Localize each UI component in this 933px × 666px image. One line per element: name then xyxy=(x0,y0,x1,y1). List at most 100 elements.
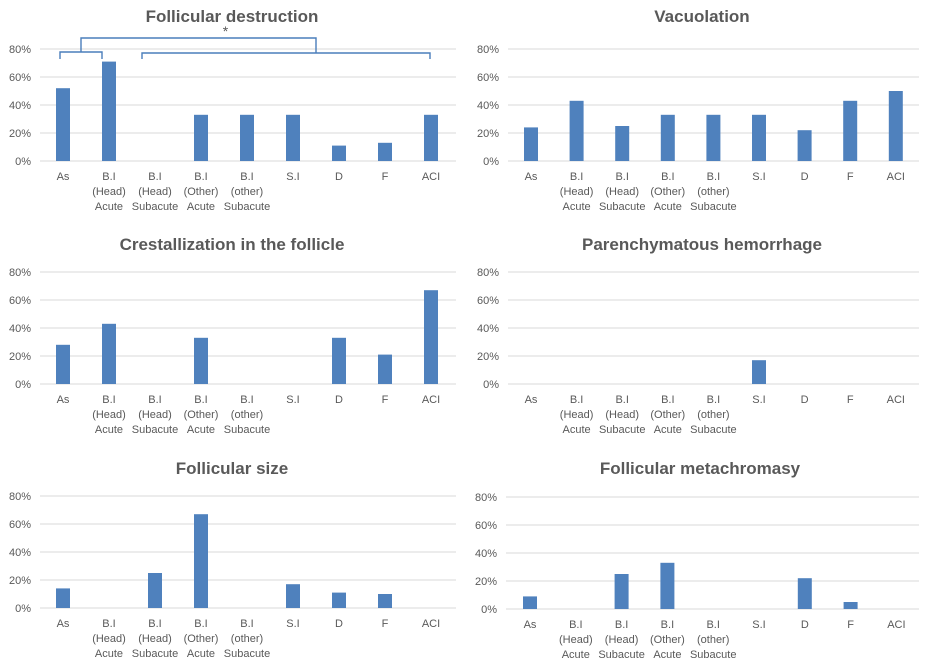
x-tick-label: S.I xyxy=(286,394,299,406)
x-tick-label: (other) xyxy=(697,634,729,646)
x-tick-label: ACI xyxy=(887,619,905,631)
bar-s-i xyxy=(752,360,766,384)
y-tick-label: 0% xyxy=(15,603,31,615)
x-tick-label: (other) xyxy=(697,409,729,421)
chart-svg: Follicular destruction 0% 20% 40% 60% 80% As B.… xyxy=(9,7,456,213)
x-tick-label: B.I xyxy=(707,171,720,183)
y-tick-label: 60% xyxy=(9,72,31,84)
x-tick-label: ACI xyxy=(887,171,905,183)
bar-f xyxy=(378,354,392,384)
y-tick-label: 40% xyxy=(9,547,31,559)
y-tick-label: 0% xyxy=(483,156,499,168)
y-tick-label: 0% xyxy=(15,156,31,168)
chart-title: Parenchymatous hemorrhage xyxy=(582,235,822,254)
x-tick-label: F xyxy=(382,171,389,183)
x-tick-label: (Head) xyxy=(560,409,594,421)
significance-bracket-right xyxy=(141,52,431,59)
bar-s-i xyxy=(286,584,300,608)
bar-b-i-head-subacute xyxy=(148,573,162,608)
x-tick-label: Acute xyxy=(95,201,123,213)
y-tick-label: 20% xyxy=(477,128,499,140)
bar-d xyxy=(332,592,346,608)
y-tick-label: 60% xyxy=(475,520,497,532)
x-tick-label: B.I xyxy=(615,619,628,631)
bar-b-i-other-subacute xyxy=(706,114,721,161)
y-tick-label: 0% xyxy=(481,604,497,616)
x-tick-label: (Head) xyxy=(605,186,639,198)
x-tick-label: S.I xyxy=(752,394,765,406)
x-tick-label: B.I xyxy=(240,171,253,183)
x-tick-label: F xyxy=(847,619,854,631)
x-tick-label: Acute xyxy=(187,648,215,660)
x-tick-label: D xyxy=(801,619,809,631)
x-tick-label: (Head) xyxy=(138,409,172,421)
x-tick-label: D xyxy=(801,394,809,406)
bar-f xyxy=(843,602,858,609)
y-tick-label: 80% xyxy=(9,44,31,56)
x-tick-label: B.I xyxy=(194,618,207,630)
x-tick-label: D xyxy=(335,618,343,630)
x-tick-label: (other) xyxy=(231,409,263,421)
x-tick-label: (Other) xyxy=(650,409,685,421)
bar-b-i-head-acute xyxy=(102,323,116,384)
chart-svg: Follicular metachromasy 0% 20% 40% 60% 80% As B… xyxy=(475,459,919,661)
y-tick-label: 40% xyxy=(477,323,499,335)
x-tick-label: (other) xyxy=(231,186,263,198)
bar-d xyxy=(332,145,346,161)
x-tick-label: Subacute xyxy=(224,201,270,213)
chart-svg: Vacuolation 0% 20% 40% 60% 80% As B.I (Head) Acut… xyxy=(477,7,919,213)
bar-b-i-other-acute xyxy=(660,562,675,609)
bar-f xyxy=(378,594,392,608)
x-tick-label: (Head) xyxy=(605,409,639,421)
bar-d xyxy=(332,337,346,384)
x-tick-label: S.I xyxy=(286,618,299,630)
x-tick-label: Acute xyxy=(95,648,123,660)
x-tick-label: (Other) xyxy=(650,634,685,646)
x-tick-label: B.I xyxy=(102,618,115,630)
chart-follicular-metachromasy: Follicular metachromasy 0% 20% 40% 60% 80% As B… xyxy=(462,444,933,666)
chart-vacuolation: Vacuolation 0% 20% 40% 60% 80% As B.I (Head) Acut… xyxy=(462,0,933,222)
bar-aci xyxy=(424,290,438,384)
x-tick-label: Subacute xyxy=(598,649,644,661)
y-tick-label: 80% xyxy=(475,492,497,504)
chart-follicular-size: Follicular size 0% 20% 40% 60% 80% As B.I (Head)… xyxy=(0,444,462,666)
x-tick-label: B.I xyxy=(661,394,674,406)
chart-title: Follicular metachromasy xyxy=(600,459,801,478)
x-tick-label: B.I xyxy=(148,171,161,183)
y-tick-label: 40% xyxy=(9,323,31,335)
x-tick-label: Acute xyxy=(653,649,681,661)
x-tick-label: B.I xyxy=(148,618,161,630)
y-tick-label: 0% xyxy=(15,379,31,391)
chart-svg: Parenchymatous hemorrhage 0% 20% 40% 60% 80% A… xyxy=(477,235,919,436)
bar-b-i-other-acute xyxy=(660,114,675,161)
y-tick-label: 40% xyxy=(9,100,31,112)
x-tick-label: B.I xyxy=(615,394,628,406)
x-tick-label: (Head) xyxy=(92,186,126,198)
chart-title: Follicular destruction xyxy=(146,7,319,26)
y-tick-label: 0% xyxy=(483,379,499,391)
y-tick-label: 20% xyxy=(9,351,31,363)
y-tick-label: 80% xyxy=(9,491,31,503)
bar-as xyxy=(523,596,537,609)
bar-s-i xyxy=(752,114,766,161)
bar-b-i-other-acute xyxy=(194,514,208,608)
x-tick-label: (Other) xyxy=(184,186,219,198)
chart-title: Crestallization in the follicle xyxy=(120,235,345,254)
y-tick-label: 20% xyxy=(475,576,497,588)
y-tick-label: 80% xyxy=(9,267,31,279)
x-tick-label: B.I xyxy=(240,394,253,406)
y-tick-label: 20% xyxy=(9,128,31,140)
bar-as xyxy=(56,588,70,608)
x-tick-label: Acute xyxy=(187,201,215,213)
x-tick-label: Acute xyxy=(563,201,591,213)
x-tick-label: F xyxy=(382,394,389,406)
x-tick-label: Acute xyxy=(95,424,123,436)
bar-b-i-other-subacute xyxy=(240,114,254,161)
x-tick-label: F xyxy=(847,171,854,183)
bar-b-i-head-acute xyxy=(102,61,116,161)
x-tick-label: (other) xyxy=(697,186,729,198)
x-tick-label: B.I xyxy=(570,394,583,406)
x-tick-label: Acute xyxy=(187,424,215,436)
x-tick-label: (Other) xyxy=(184,633,219,645)
x-tick-label: B.I xyxy=(661,619,674,631)
